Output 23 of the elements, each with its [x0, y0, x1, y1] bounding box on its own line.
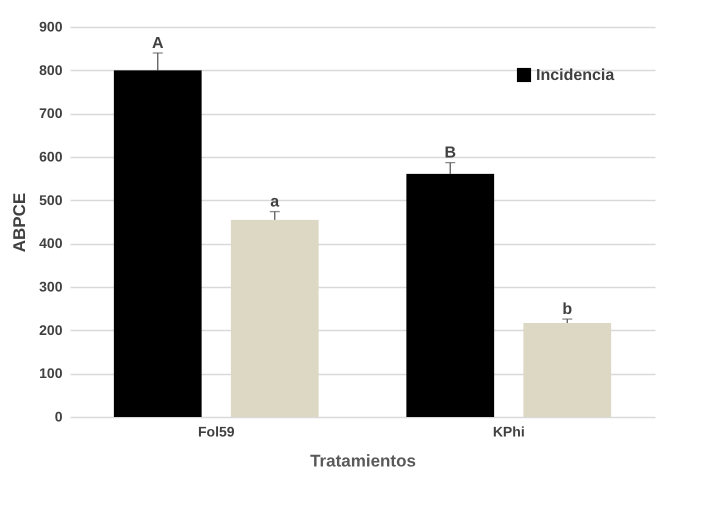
y-tick-label: 900 [39, 18, 63, 34]
y-tick-label: 300 [39, 278, 63, 294]
y-tick-label: 100 [39, 365, 63, 382]
y-tick-label: 400 [39, 235, 63, 252]
bar [114, 70, 202, 417]
y-tick-label: 0 [54, 408, 63, 424]
y-tick-label: 500 [39, 192, 63, 208]
x-tick-label: KPhi [492, 424, 525, 440]
annotation: A [152, 35, 164, 52]
annotation: B [444, 144, 456, 162]
x-tick-label: Fol59 [198, 424, 235, 440]
y-tick-label: 800 [39, 62, 63, 78]
y-tick-label: 600 [39, 148, 63, 164]
y-tick-label: 700 [39, 105, 63, 122]
y-axis-title: ABPCE [10, 192, 30, 252]
legend-label: Incidencia [536, 67, 614, 84]
annotation: a [270, 194, 280, 211]
bar [406, 174, 494, 417]
x-axis-title: Tratamientos [310, 452, 416, 470]
annotation: b [562, 301, 572, 318]
bar [230, 220, 319, 417]
bar [523, 322, 612, 417]
y-tick-label: 200 [39, 322, 63, 338]
